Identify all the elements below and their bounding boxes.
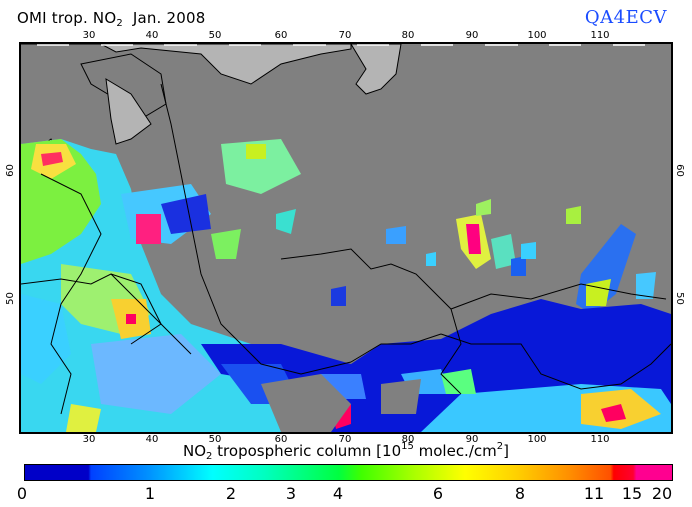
lon-tick-top: 80	[401, 30, 415, 41]
colorbar-tick: 0	[16, 484, 28, 503]
colorbar-tick: 3	[285, 484, 297, 503]
siberia-clusters	[456, 199, 656, 314]
no2-map	[19, 42, 673, 434]
colorbar-label: NO2 tropospheric column [1015 molec./cm2…	[183, 441, 509, 462]
sea-ice-areas	[21, 44, 402, 220]
lon-tick-top: 90	[465, 30, 479, 41]
lon-tick-top: 60	[274, 30, 288, 41]
lat-tick-left: 50	[4, 292, 16, 305]
lon-tick-bottom: 70	[338, 434, 352, 445]
brand-label: QA4ECV	[584, 7, 667, 28]
colorbar-tick: 2	[225, 484, 237, 503]
lon-tick-bottom: 50	[208, 434, 222, 445]
lon-tick-top: 110	[590, 30, 610, 41]
lon-tick-top: 40	[145, 30, 159, 41]
lon-tick-bottom: 60	[274, 434, 288, 445]
colorbar	[24, 464, 673, 481]
colorbar-tick: 20	[651, 484, 673, 503]
lat-tick-left: 60	[4, 164, 16, 177]
lon-tick-top: 50	[208, 30, 222, 41]
lon-tick-bottom: 90	[465, 434, 479, 445]
map-canvas	[21, 44, 671, 432]
colorbar-tick: 6	[432, 484, 444, 503]
colorbar-tick: 15	[621, 484, 643, 503]
lat-tick-right: 60	[673, 164, 685, 177]
plot-title: OMI trop. NO2 Jan. 2008	[17, 9, 206, 29]
colorbar-tick: 4	[332, 484, 344, 503]
lon-tick-top: 100	[527, 30, 547, 41]
russia-scattered-blobs	[121, 139, 436, 306]
lon-tick-bottom: 40	[145, 434, 159, 445]
country-borders	[21, 83, 671, 415]
lon-tick-bottom: 100	[527, 434, 547, 445]
lon-tick-bottom: 80	[401, 434, 415, 445]
colorbar-tick: 1	[144, 484, 156, 503]
frame-tick-marks	[37, 44, 645, 46]
lon-tick-bottom: 30	[82, 434, 96, 445]
no-data-gaps	[261, 374, 421, 432]
lon-tick-top: 70	[338, 30, 352, 41]
lon-tick-top: 30	[82, 30, 96, 41]
lon-tick-bottom: 110	[590, 434, 610, 445]
colorbar-tick: 8	[514, 484, 526, 503]
colorbar-tick: 11	[583, 484, 605, 503]
lat-tick-right: 50	[673, 292, 685, 305]
